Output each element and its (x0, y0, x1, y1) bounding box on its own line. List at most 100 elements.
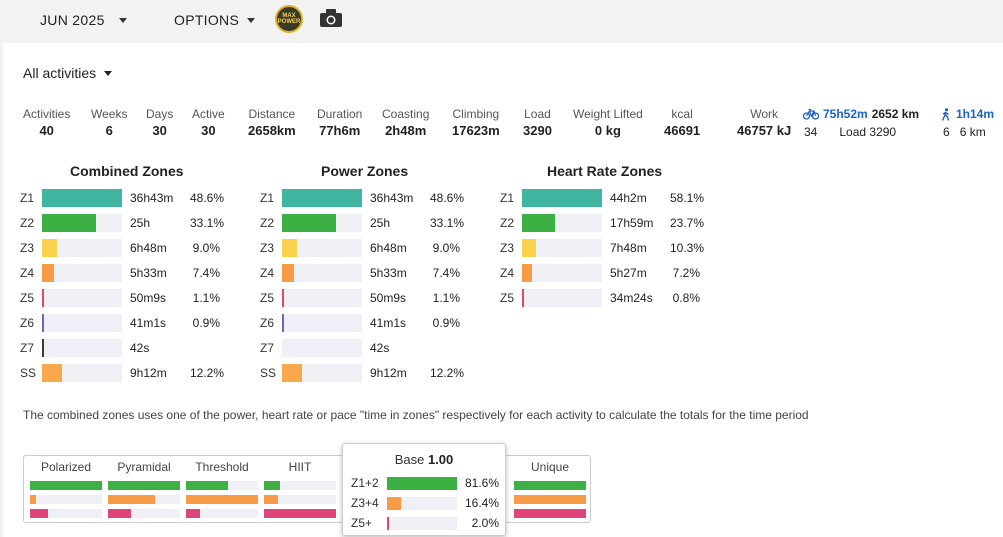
tooltip-row-label: Z1+2 (351, 476, 379, 490)
zone-bar-fill (42, 364, 62, 382)
zone-label: Z2 (20, 216, 35, 230)
zone-bar (282, 189, 362, 207)
zone-label: Z7 (20, 341, 35, 355)
tooltip-row-bar-fill (387, 496, 401, 510)
distribution-bar-fill (264, 495, 279, 504)
tooltip-row-bar-fill (387, 476, 457, 490)
zone-time: 5h27m (610, 266, 647, 280)
walk-summary: 1h14m 6 6 km (940, 107, 994, 139)
zone-time: 41m1s (130, 316, 167, 330)
zone-time: 36h43m (370, 191, 414, 205)
stat-activities: Activities 40 (23, 107, 70, 138)
zone-row-z5: Z5 50m9s 1.1% (20, 288, 220, 308)
distribution-bar (514, 509, 586, 518)
zone-bar (42, 214, 122, 232)
zone-bar (42, 314, 122, 332)
ride-count: 34 (804, 125, 818, 139)
zone-percent: 1.1% (432, 291, 460, 305)
distribution-bar-fill (108, 481, 180, 490)
activity-filter-dropdown[interactable]: All activities (23, 65, 113, 81)
zone-row-z5: Z5 34m24s 0.8% (500, 288, 700, 308)
walk-icon (941, 107, 950, 121)
distribution-bar-fill (514, 509, 586, 518)
zone-bar (282, 314, 362, 332)
options-label: OPTIONS (174, 12, 240, 28)
distribution-label: Unique (530, 460, 570, 474)
stat-coasting: Coasting 2h48m (382, 107, 429, 138)
tooltip-row-bar-fill (387, 516, 389, 530)
zone-bar-fill (42, 314, 44, 332)
stat-value: 6 (105, 123, 113, 138)
hr-zones-title: Heart Rate Zones (547, 163, 663, 179)
stat-value: 17623m (452, 123, 500, 138)
distribution-label: Pyramidal (117, 460, 171, 474)
zone-percent: 9.0% (192, 241, 220, 255)
stat-label: Active (192, 107, 225, 121)
distribution-bar-fill (186, 509, 201, 518)
zone-time: 6h48m (370, 241, 407, 255)
activity-filter-label: All activities (23, 65, 97, 81)
zone-percent: 7.4% (432, 266, 460, 280)
zone-time: 50m9s (130, 291, 167, 305)
stat-duration: Duration 77h6m (317, 107, 362, 138)
zone-label: SS (20, 366, 37, 380)
stat-weight-lifted: Weight Lifted 0 kg (573, 107, 643, 138)
zone-time: 36h43m (130, 191, 174, 205)
camera-icon[interactable] (320, 9, 342, 27)
tooltip-row-percent: 16.4% (464, 496, 499, 510)
stat-climbing: Climbing 17623m (452, 107, 500, 138)
distribution-hiit[interactable]: HIIT (264, 460, 336, 518)
zone-bar-fill (282, 189, 362, 207)
stat-kcal: kcal 46691 (664, 107, 700, 138)
stat-value: 2658km (248, 123, 296, 138)
chevron-down-icon (118, 17, 127, 23)
stat-value: 2h48m (385, 123, 427, 138)
zone-percent: 48.6% (430, 191, 465, 205)
stat-value: 46757 kJ (737, 123, 792, 138)
distribution-polarized[interactable]: Polarized (30, 460, 102, 518)
ride-summary: 75h52m 2652 km 34 Load 3290 (803, 107, 919, 139)
chevron-down-icon (247, 17, 256, 23)
zone-bar (522, 264, 602, 282)
distribution-bar (30, 509, 102, 518)
summary-panel: All activities Activities 40 Weeks 6 Days 30 A… (3, 43, 1003, 537)
zone-row-z7: Z7 42s (260, 338, 460, 358)
distribution-pyramidal[interactable]: Pyramidal (108, 460, 180, 518)
zone-label: Z4 (20, 266, 35, 280)
distribution-bar (30, 481, 102, 490)
zone-time: 42s (130, 341, 150, 355)
zone-time: 50m9s (370, 291, 407, 305)
zone-bar (282, 264, 362, 282)
zone-row-z4: Z4 5h33m 7.4% (20, 263, 220, 283)
zone-label: Z4 (500, 266, 515, 280)
zone-label: Z4 (260, 266, 275, 280)
tooltip-row-percent: 81.6% (464, 476, 499, 490)
zone-time: 9h12m (130, 366, 167, 380)
team-logo[interactable]: MAX POWER (275, 5, 303, 33)
zone-time: 5h33m (130, 266, 167, 280)
distribution-bar-fill (30, 481, 102, 490)
stat-label: Load (524, 107, 551, 121)
month-selector[interactable]: JUN 2025 (40, 0, 127, 40)
distribution-threshold[interactable]: Threshold (186, 460, 258, 518)
zone-bar-fill (282, 214, 337, 232)
zone-row-z2: Z2 25h 33.1% (260, 213, 464, 233)
chevron-down-icon (104, 70, 113, 76)
distribution-bar (108, 509, 180, 518)
zone-bar-fill (522, 189, 602, 207)
distribution-bar (514, 481, 586, 490)
distribution-bar (30, 495, 102, 504)
zone-bar (282, 239, 362, 257)
options-menu-button[interactable]: OPTIONS (174, 0, 256, 40)
zone-row-z2: Z2 17h59m 23.7% (500, 213, 704, 233)
zone-bar-fill (42, 289, 44, 307)
zone-label: Z5 (260, 291, 275, 305)
zone-row-z3: Z3 6h48m 9.0% (260, 238, 460, 258)
zone-label: Z1 (500, 191, 515, 205)
zone-percent: 0.8% (672, 291, 700, 305)
zone-bar (522, 289, 602, 307)
tooltip-row-label: Z5+ (351, 516, 373, 530)
distribution-unique[interactable]: Unique (514, 460, 586, 518)
distribution-bar (186, 495, 258, 504)
distribution-bar-fill (186, 481, 228, 490)
